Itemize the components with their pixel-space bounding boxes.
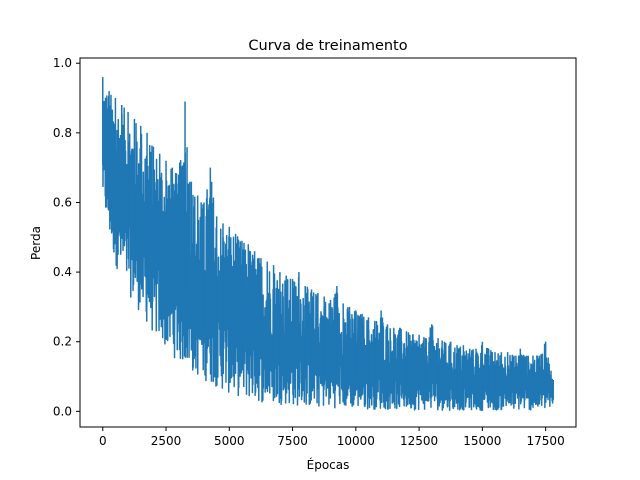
- y-tick-label: 1.0: [53, 56, 72, 70]
- x-tick-label: 0: [99, 434, 107, 448]
- x-tick-label: 2500: [151, 434, 182, 448]
- x-tick-label: 12500: [400, 434, 438, 448]
- x-tick-label: 15000: [463, 434, 501, 448]
- axes-frame: [79, 57, 577, 428]
- y-tick-label: 0.2: [53, 335, 72, 349]
- x-tick-label: 17500: [527, 434, 565, 448]
- x-tick-label: 10000: [337, 434, 375, 448]
- y-axis: 0.0 0.2 0.4 0.6 0.8 1.0: [53, 56, 80, 418]
- x-tick-label: 7500: [277, 434, 308, 448]
- y-tick-label: 0.6: [53, 195, 72, 209]
- y-axis-label: Perda: [29, 226, 43, 260]
- y-tick-label: 0.4: [53, 265, 72, 279]
- x-axis-label: Épocas: [307, 457, 350, 472]
- x-tick-label: 5000: [214, 434, 245, 448]
- y-tick-label: 0.0: [53, 404, 72, 418]
- x-axis: 0 2500 5000 7500 10000 12500 15000 17500: [99, 427, 565, 448]
- chart-title: Curva de treinamento: [248, 38, 407, 54]
- y-tick-label: 0.8: [53, 126, 72, 140]
- loss-series-line: [102, 94, 554, 411]
- plot-area: [102, 77, 554, 411]
